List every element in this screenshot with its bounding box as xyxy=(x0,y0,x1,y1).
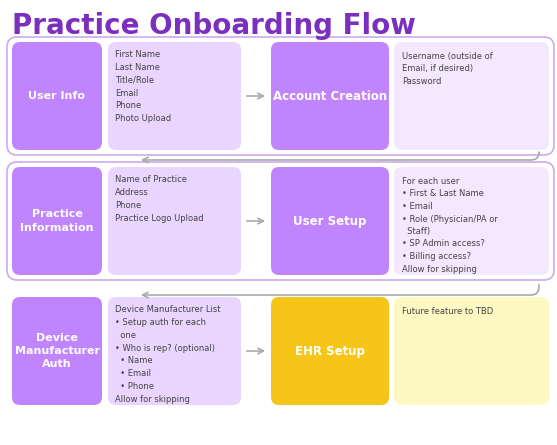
FancyBboxPatch shape xyxy=(394,297,549,405)
Text: Name of Practice
Address
Phone
Practice Logo Upload: Name of Practice Address Phone Practice … xyxy=(115,175,204,222)
Text: Future feature to TBD: Future feature to TBD xyxy=(402,307,494,316)
Text: Username (outside of
Email, if desired)
Password: Username (outside of Email, if desired) … xyxy=(402,52,493,86)
Text: EHR Setup: EHR Setup xyxy=(295,344,365,357)
Text: First Name
Last Name
Title/Role
Email
Phone
Photo Upload: First Name Last Name Title/Role Email Ph… xyxy=(115,50,171,123)
Text: For each user
• First & Last Name
• Email
• Role (Physician/PA or
  Staff)
• SP : For each user • First & Last Name • Emai… xyxy=(402,177,498,274)
FancyBboxPatch shape xyxy=(108,167,241,275)
Text: User Info: User Info xyxy=(28,91,86,101)
Text: Device Manufacturer List
• Setup auth for each
  one
• Who is rep? (optional)
  : Device Manufacturer List • Setup auth fo… xyxy=(115,305,221,404)
FancyBboxPatch shape xyxy=(271,297,389,405)
FancyBboxPatch shape xyxy=(108,42,241,150)
FancyBboxPatch shape xyxy=(271,167,389,275)
FancyBboxPatch shape xyxy=(394,42,549,150)
FancyBboxPatch shape xyxy=(271,42,389,150)
Text: Practice
Information: Practice Information xyxy=(20,210,94,233)
FancyBboxPatch shape xyxy=(108,297,241,405)
FancyBboxPatch shape xyxy=(12,42,102,150)
FancyBboxPatch shape xyxy=(12,167,102,275)
Text: Account Creation: Account Creation xyxy=(273,89,387,102)
Text: Practice Onboarding Flow: Practice Onboarding Flow xyxy=(12,12,416,40)
FancyBboxPatch shape xyxy=(12,297,102,405)
FancyBboxPatch shape xyxy=(394,167,549,275)
Text: User Setup: User Setup xyxy=(294,214,367,227)
Text: Device
Manufacturer
Auth: Device Manufacturer Auth xyxy=(14,333,100,369)
